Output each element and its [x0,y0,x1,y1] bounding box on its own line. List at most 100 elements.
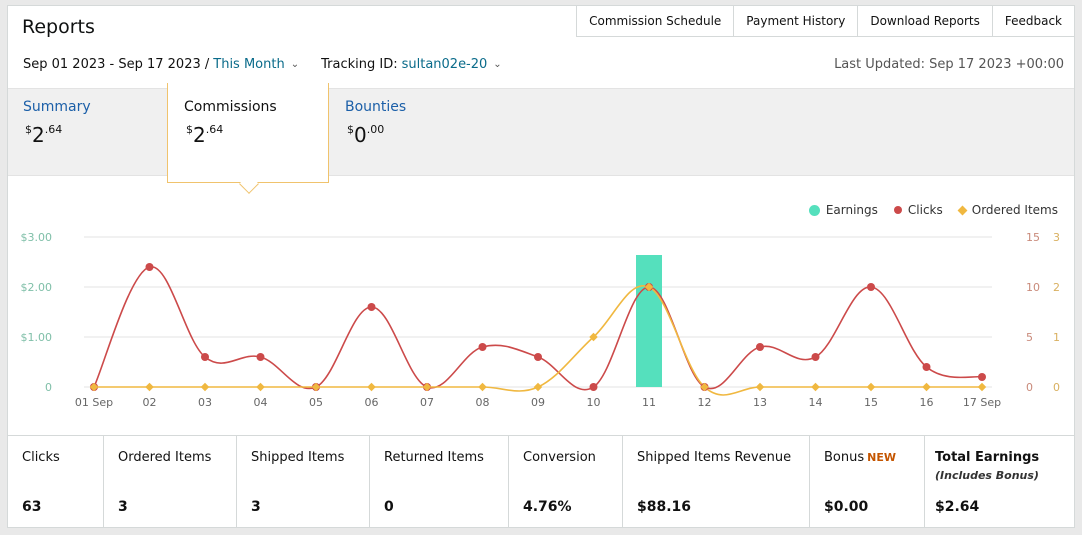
date-range-text: Sep 01 2023 - Sep 17 2023 / [23,57,210,72]
tab-summary-value: $2.64 [25,123,63,147]
metric-label: Total Earnings (Includes Bonus) [935,450,1074,482]
clicks-point [811,353,820,361]
date-preset-dropdown[interactable]: This Month [213,57,285,72]
x-axis-tick: 08 [476,396,490,409]
download-reports-link[interactable]: Download Reports [858,5,993,37]
metric-ordered-items: Ordered Items 3 [104,436,237,528]
ordered-items-point [922,382,931,392]
metric-label: Shipped Items Revenue [637,450,792,465]
ordered-items-point [700,382,709,392]
ordered-items-point [811,382,820,392]
tracking-id-dropdown[interactable]: sultan02e-20 [401,57,488,72]
payment-history-link[interactable]: Payment History [734,5,859,37]
clicks-point [756,343,764,351]
legend-ordered-label: Ordered Items [971,203,1058,217]
ordered-items-point [478,382,487,392]
clicks-point [478,343,487,351]
x-axis-tick: 02 [143,396,157,409]
reports-panel: Reports Commission Schedule Payment Hist… [7,5,1075,528]
chart-legend: Earnings Clicks Ordered Items [808,203,1058,217]
chevron-down-icon[interactable]: ⌄ [493,59,502,70]
legend-earnings[interactable]: Earnings [808,203,878,217]
ordered-diamond-icon [957,205,968,215]
left-axis-tick: $1.00 [21,331,53,344]
chart-area: 0 $1.00 $2.00 $3.00 0 5 10 15 0 1 2 3 01 Sep 02 03 04 05… [8,177,1074,435]
right-axis-ordered-tick: 3 [1053,231,1060,244]
clicks-line [93,266,983,391]
commission-schedule-link[interactable]: Commission Schedule [576,5,735,37]
metric-value: $0.00 [824,499,869,515]
x-axis-tick: 10 [587,396,601,409]
metric-returned-items: Returned Items 0 [370,436,509,528]
earnings-dot-icon [808,204,820,216]
clicks-point [867,283,875,291]
right-axis-ordered-tick: 1 [1053,331,1060,344]
tab-summary-label[interactable]: Summary [23,99,91,115]
x-axis-tick: 09 [531,396,545,409]
clicks-point [145,263,154,271]
clicks-point [201,353,209,361]
tab-bounties-label[interactable]: Bounties [345,99,407,115]
metric-shipped-revenue: Shipped Items Revenue $88.16 [623,436,810,528]
x-axis-tick: 04 [254,396,268,409]
x-axis-tick: 17 Sep [963,396,1001,409]
metric-value: 3 [251,499,261,515]
metric-label: Ordered Items [118,450,212,465]
clicks-point [367,303,376,311]
x-axis-tick: 01 Sep [75,396,113,409]
metric-bonus: Bonus NEW $0.00 [810,436,925,528]
right-axis-clicks-tick: 15 [1026,231,1040,244]
metric-total-earnings: Total Earnings (Includes Bonus) $2.64 [925,436,1074,528]
right-axis-clicks-tick: 5 [1026,331,1033,344]
feedback-link[interactable]: Feedback [992,5,1075,37]
legend-clicks[interactable]: Clicks [893,203,943,217]
ordered-items-line [93,284,982,396]
x-axis-tick: 03 [198,396,212,409]
earnings-bar [636,255,662,387]
metric-label: Bonus NEW [824,450,896,465]
x-axis-tick: 11 [642,396,656,409]
ordered-items-point [256,382,265,392]
clicks-point [978,373,986,381]
tab-summary[interactable]: Summary $2.64 [23,89,163,177]
metric-label: Conversion [523,450,596,465]
metric-value: $88.16 [637,499,692,515]
right-axis-clicks-tick: 10 [1026,281,1040,294]
x-axis-tick: 06 [365,396,379,409]
metrics-bar: Clicks 63 Ordered Items 3 Shipped Items … [8,435,1074,528]
right-axis-ordered-tick: 2 [1053,281,1060,294]
ordered-items-point [311,382,321,392]
x-axis-tick: 12 [698,396,712,409]
ordered-items-point [866,382,876,392]
left-axis-tick: $3.00 [21,231,53,244]
clicks-dot-icon [893,206,902,214]
new-badge: NEW [867,451,896,464]
top-links: Commission Schedule Payment History Down… [576,5,1075,37]
legend-ordered-items[interactable]: Ordered Items [957,203,1058,217]
x-axis-tick: 07 [420,396,434,409]
ordered-items-point [89,382,99,392]
ordered-items-point [977,382,987,392]
clicks-point [922,363,931,371]
last-updated-text: Last Updated: Sep 17 2023 +00:00 [834,57,1064,72]
metric-label: Shipped Items [251,450,345,465]
x-axis-tick: 05 [309,396,323,409]
tab-commissions-label[interactable]: Commissions [184,99,277,115]
chevron-down-icon[interactable]: ⌄ [290,59,300,70]
metric-label: Clicks [22,450,60,465]
tab-bounties[interactable]: Bounties $0.00 [345,89,485,177]
left-axis-tick: 0 [45,381,52,394]
tab-commissions[interactable]: Commissions $2.64 [167,83,329,194]
clicks-point [256,353,265,361]
metric-value: 63 [22,499,42,515]
legend-earnings-label: Earnings [825,203,878,217]
page-title: Reports [22,16,95,38]
legend-clicks-label: Clicks [907,203,943,217]
right-axis-clicks-tick: 0 [1026,381,1033,394]
metric-value: 0 [384,499,394,515]
ordered-items-point [644,282,654,292]
ordered-items-point [145,382,154,392]
metric-sublabel: (Includes Bonus) [935,469,1039,482]
tab-commissions-value: $2.64 [186,123,224,147]
metric-label: Returned Items [384,450,484,465]
